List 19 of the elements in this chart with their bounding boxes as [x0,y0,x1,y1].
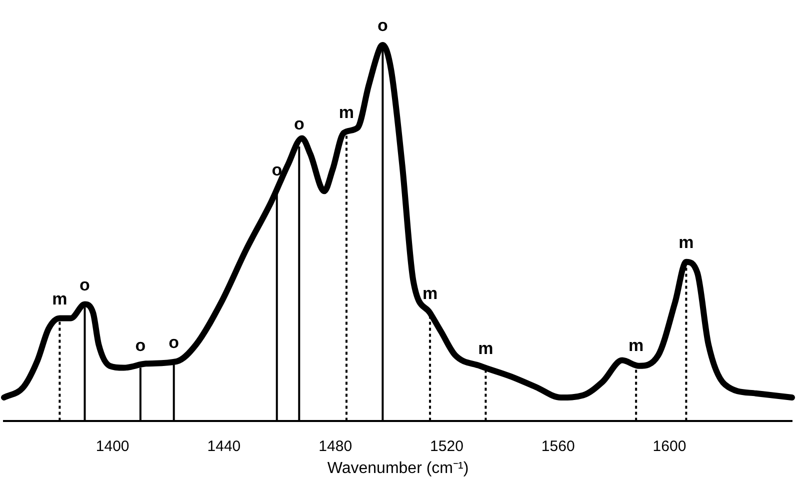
x-tick-label: 1600 [652,438,686,455]
ref-line-label: o [168,332,180,352]
ref-line-label: m [478,339,494,358]
x-tick-label: 1480 [318,438,352,455]
x-tick-label: 1520 [430,438,464,455]
ref-line-label: o [377,16,388,36]
ref-line-label: m [338,103,354,122]
ref-line-label: m [52,289,68,308]
ref-line-label: o [80,275,90,294]
ref-line-label: m [422,284,438,304]
x-tick-label: 1560 [541,438,575,455]
ref-line-label: m [678,233,694,252]
ref-line-label: o [135,336,146,355]
x-tick-label: 1440 [207,438,241,455]
x-tick-label: 1400 [96,438,130,455]
ref-line-label: o [272,160,282,180]
ref-line-label: o [294,114,304,134]
x-axis-title: Wavenumber (cm⁻¹) [327,460,469,477]
ref-line-label: m [628,336,644,356]
